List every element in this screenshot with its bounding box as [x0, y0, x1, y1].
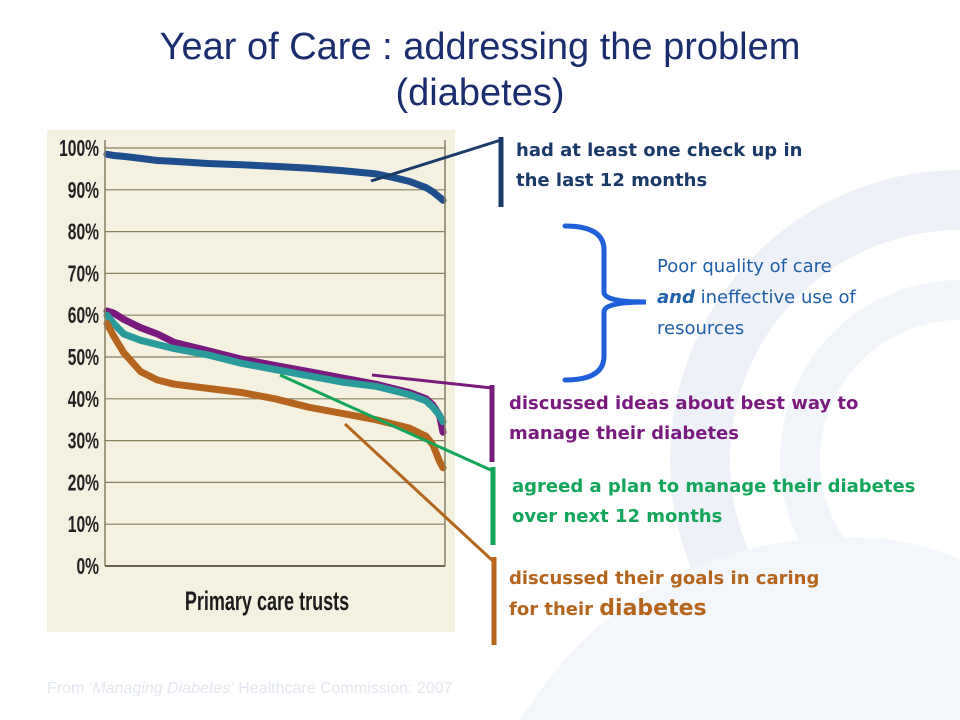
- callout-goals-line1: discussed their goals in caring: [509, 568, 820, 589]
- series-line-0: [103, 150, 447, 204]
- poor-quality-and: and: [657, 287, 695, 308]
- series-line-2: [103, 311, 447, 426]
- callout-checkup-line2: the last 12 months: [516, 170, 708, 191]
- poor-quality-line2: and ineffective use of: [657, 282, 856, 313]
- callout-checkup: had at least one check up in the last 12…: [516, 136, 802, 196]
- y-tick-label: 10%: [68, 512, 99, 538]
- source-italic: ‘Managing Diabetes’: [88, 680, 234, 697]
- callout-discussed-line2: manage their diabetes: [509, 423, 739, 444]
- title-line-2: (diabetes): [395, 72, 565, 114]
- y-tick-labels: 0% 10% 20% 30% 40% 50% 60% 70% 80% 90% 100%: [59, 136, 99, 580]
- series-line-3: [103, 320, 447, 472]
- source-prefix: From: [47, 680, 89, 697]
- callout-goals-line2-big: diabetes: [599, 596, 707, 621]
- callout-agreed-line1: agreed a plan to manage their diabetes: [512, 476, 916, 497]
- x-axis-label: Primary care trusts: [185, 587, 349, 616]
- y-tick-label: 60%: [68, 303, 99, 329]
- callout-discussed: discussed ideas about best way to manage…: [509, 389, 858, 449]
- poor-quality-line3: resources: [657, 318, 745, 339]
- y-tick-label: 30%: [68, 429, 99, 455]
- callout-checkup-line1: had at least one check up in: [516, 140, 803, 161]
- y-tick-label: 0%: [76, 554, 99, 580]
- callout-poor-quality: Poor quality of care and ineffective use…: [657, 251, 856, 344]
- y-tick-label: 40%: [68, 387, 99, 413]
- y-tick-label: 70%: [68, 262, 99, 288]
- checkup-pointer: [370, 138, 502, 183]
- series-lines: [103, 150, 447, 472]
- y-tick-label: 20%: [68, 471, 99, 497]
- callout-goals-line2-prefix: for their: [509, 599, 600, 620]
- poor-quality-line1: Poor quality of care: [657, 256, 832, 277]
- line-chart: 0% 10% 20% 30% 40% 50% 60% 70% 80% 90% 100% Primar…: [59, 136, 447, 616]
- goals-pointer: [343, 422, 496, 564]
- y-tick-label: 50%: [68, 345, 99, 371]
- y-tick-label: 100%: [59, 136, 99, 162]
- callout-goals-line2: for their diabetes: [509, 594, 819, 625]
- poor-quality-line2-rest: ineffective use of: [694, 287, 856, 308]
- discussed-pointer: [371, 373, 493, 390]
- source-suffix: Healthcare Commission: 2007: [233, 680, 453, 697]
- agreed-pointer: [279, 373, 494, 473]
- source-citation: From ‘Managing Diabetes’ Healthcare Comm…: [47, 680, 453, 698]
- callout-goals: discussed their goals in caring for thei…: [509, 564, 819, 625]
- callout-discussed-line1: discussed ideas about best way to: [509, 393, 859, 414]
- callout-agreed: agreed a plan to manage their diabetes o…: [512, 472, 915, 532]
- chart-panel: 0% 10% 20% 30% 40% 50% 60% 70% 80% 90% 100% Primar…: [47, 130, 455, 632]
- callout-agreed-line2: over next 12 months: [512, 506, 723, 527]
- title-line-1: Year of Care : addressing the problem: [159, 26, 801, 68]
- grid-lines: [105, 147, 445, 567]
- y-tick-label: 90%: [68, 178, 99, 204]
- slide-title: Year of Care : addressing the problem (d…: [60, 24, 900, 116]
- y-tick-label: 80%: [68, 220, 99, 246]
- curly-brace: [562, 223, 647, 383]
